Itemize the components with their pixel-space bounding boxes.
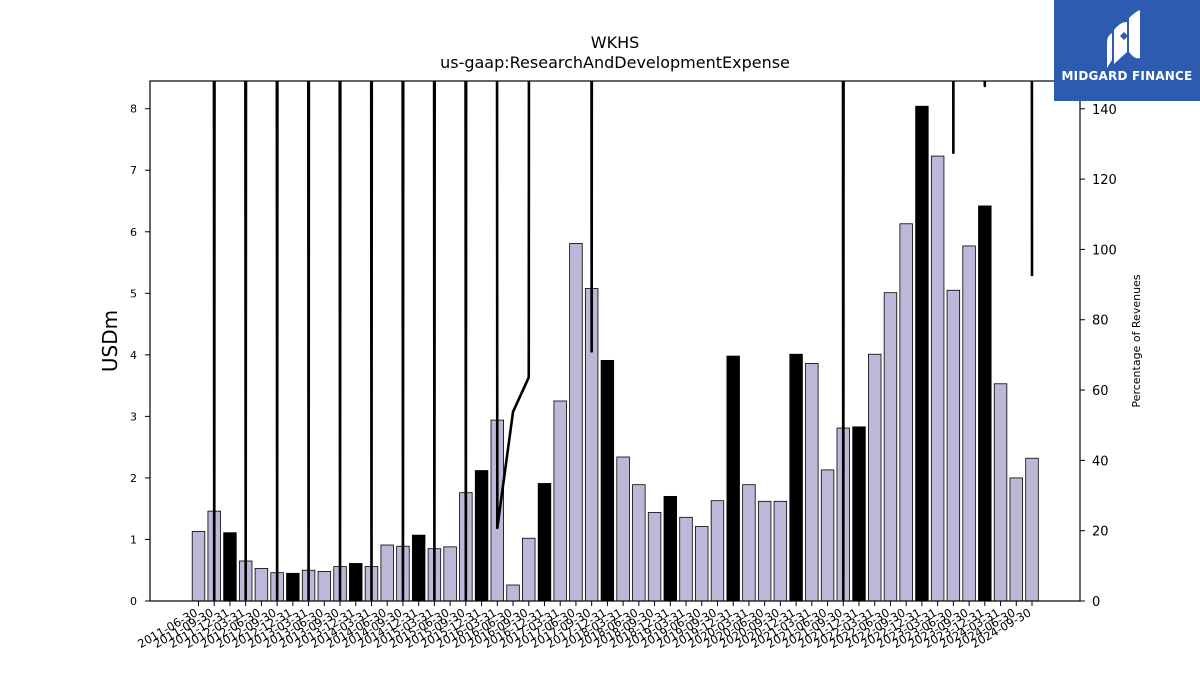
bar-2020-03-31 <box>742 484 756 602</box>
bar-2022-12-31 <box>915 105 929 602</box>
bar-2016-06-30 <box>506 584 520 602</box>
bar-2021-06-30 <box>820 469 835 602</box>
bar-2024-03-31 <box>993 383 1008 602</box>
right-y-axis-label: Percentage of Revenues <box>1130 274 1143 407</box>
bar-2015-06-30 <box>443 546 457 602</box>
bar-2012-12-31 <box>286 572 300 602</box>
left-y-axis-label: USDm <box>98 310 122 372</box>
left-y-axis: 0 1 2 3 4 5 6 7 8 <box>130 103 150 608</box>
bar-2020-06-30 <box>757 500 772 602</box>
midgard-m-logo-icon <box>1107 10 1140 68</box>
chart-title: WKHS <box>591 33 640 52</box>
left-y-tick-label: 5 <box>130 287 137 300</box>
right-y-tick-label: 140 <box>1092 103 1117 118</box>
bar-2014-12-31 <box>411 534 426 602</box>
bar-2014-06-30 <box>380 544 394 602</box>
right-y-tick-label: 0 <box>1092 595 1100 610</box>
bar-2019-06-30 <box>695 526 709 602</box>
bar-2018-12-31 <box>663 495 677 602</box>
left-y-tick-label: 6 <box>130 226 137 239</box>
bar-2018-06-30 <box>632 484 646 602</box>
bar-2015-12-31 <box>474 470 489 602</box>
bar-2023-09-30 <box>962 245 976 602</box>
bar-2011-12-31 <box>223 532 237 602</box>
right-y-tick-label: 20 <box>1092 525 1109 540</box>
right-y-tick-label: 100 <box>1092 243 1117 258</box>
left-y-tick-label: 8 <box>130 103 137 116</box>
bar-2018-09-30 <box>647 511 662 602</box>
bar-2021-03-31 <box>805 363 819 602</box>
bar-2019-12-31 <box>726 355 740 602</box>
right-y-tick-label: 40 <box>1092 454 1109 469</box>
bar-2022-09-30 <box>899 223 913 602</box>
bar-2013-12-31 <box>349 563 363 602</box>
right-y-tick-label: 80 <box>1092 314 1109 329</box>
right-y-axis: 0 20 40 60 80 100 120 140 <box>1080 103 1117 610</box>
bar-2019-03-31 <box>679 516 693 602</box>
bar-2020-09-30 <box>773 500 788 602</box>
bar-2019-09-30 <box>710 500 725 602</box>
right-y-tick-label: 120 <box>1092 173 1117 188</box>
left-y-tick-label: 3 <box>130 410 137 423</box>
bar-2011-06-30 <box>191 531 206 602</box>
bar-2017-06-30 <box>569 243 583 602</box>
midgard-finance-logo: MIDGARD FINANCE <box>1054 0 1200 101</box>
plot-frame <box>149 80 1081 602</box>
bar-2016-12-31 <box>537 483 552 602</box>
bar-2022-06-30 <box>883 292 898 602</box>
bar-2012-06-30 <box>254 567 269 602</box>
brand-name: MIDGARD FINANCE <box>1061 69 1193 83</box>
bar-2013-06-30 <box>317 571 332 602</box>
left-y-tick-label: 0 <box>130 595 137 608</box>
bar-2023-12-31 <box>978 205 992 602</box>
bar-2018-03-31 <box>616 456 630 602</box>
bar-2023-03-31 <box>930 155 945 602</box>
right-y-tick-label: 60 <box>1092 384 1109 399</box>
left-y-tick-label: 4 <box>130 349 137 362</box>
chart-subtitle: us-gaap:ResearchAndDevelopmentExpense <box>440 53 790 72</box>
bar-2022-03-31 <box>868 353 882 602</box>
bar-2021-12-31 <box>852 426 866 602</box>
bar-2023-06-30 <box>946 289 961 602</box>
bar-2024-06-30 <box>1009 477 1023 602</box>
bar-series <box>191 105 1039 602</box>
left-y-tick-label: 1 <box>130 533 137 546</box>
bar-2017-03-31 <box>553 400 567 602</box>
left-y-tick-label: 2 <box>130 472 137 485</box>
bar-2016-09-30 <box>522 537 536 602</box>
bar-2020-12-31 <box>789 353 803 602</box>
bar-2024-09-30 <box>1025 457 1039 602</box>
bar-2017-12-31 <box>600 359 615 602</box>
left-y-tick-label: 7 <box>130 164 137 177</box>
x-axis: 2011-06-302011-09-302011-12-312012-03-31… <box>135 601 1034 651</box>
